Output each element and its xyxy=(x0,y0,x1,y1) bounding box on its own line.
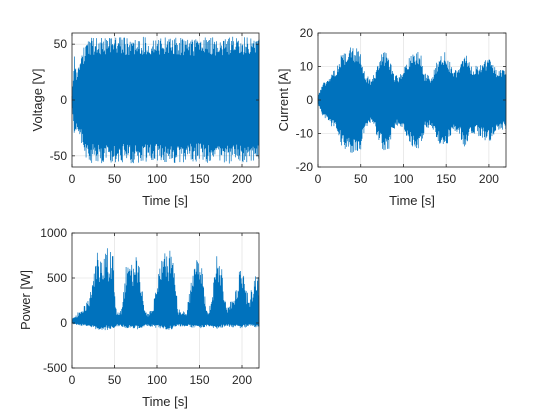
power-axes: Time [s] Power [W] 0 50 100 150 200-50005001… xyxy=(18,226,260,409)
power-xtick-label: 100 xyxy=(147,373,167,387)
voltage-ylabel: Voltage [V] xyxy=(30,69,45,132)
current-ytick-label: 0 xyxy=(306,93,313,107)
power-axes-frame xyxy=(71,232,260,369)
power-signal-line xyxy=(71,248,260,331)
voltage-xtick-label: 50 xyxy=(108,172,122,186)
power-ytick-label: 1000 xyxy=(40,226,67,240)
current-xtick-label: 200 xyxy=(479,172,499,186)
power-ylabel: Power [W] xyxy=(18,270,33,330)
current-ytick-label: -20 xyxy=(296,160,314,174)
voltage-signal-line xyxy=(71,36,260,164)
current-xtick-label: 100 xyxy=(393,172,413,186)
power-xlabel: Time [s] xyxy=(142,394,188,409)
current-xtick-label: 50 xyxy=(354,172,368,186)
power-xtick-label: 150 xyxy=(189,373,209,387)
current-xtick-label: 0 xyxy=(315,172,322,186)
voltage-xlabel: Time [s] xyxy=(142,193,188,208)
power-xtick-label: 50 xyxy=(108,373,122,387)
power-ytick-label: 0 xyxy=(60,316,67,330)
power-ytick-label: 500 xyxy=(47,271,67,285)
current-signal-line xyxy=(317,47,507,153)
voltage-xtick-label: 0 xyxy=(69,172,76,186)
current-xtick-label: 150 xyxy=(436,172,456,186)
current-ylabel: Current [A] xyxy=(276,69,291,132)
current-xlabel: Time [s] xyxy=(389,193,435,208)
current-ytick-label: 10 xyxy=(300,60,314,74)
current-axes: Time [s] Current [A] 0 50 100 150 200 -20 -10 0… xyxy=(276,26,507,208)
current-ytick-label: 20 xyxy=(300,26,314,40)
voltage-ytick-label: 50 xyxy=(54,37,68,51)
power-xtick-label: 200 xyxy=(232,373,252,387)
voltage-xtick-label: 150 xyxy=(189,172,209,186)
current-ytick-label: -10 xyxy=(296,127,314,141)
power-xtick-label: 0 xyxy=(69,373,76,387)
voltage-xtick-label: 100 xyxy=(147,172,167,186)
voltage-ytick-label: 0 xyxy=(60,93,67,107)
voltage-xtick-label: 200 xyxy=(232,172,252,186)
voltage-ytick-label: -50 xyxy=(50,149,68,163)
power-ytick-label: -500 xyxy=(43,361,67,375)
